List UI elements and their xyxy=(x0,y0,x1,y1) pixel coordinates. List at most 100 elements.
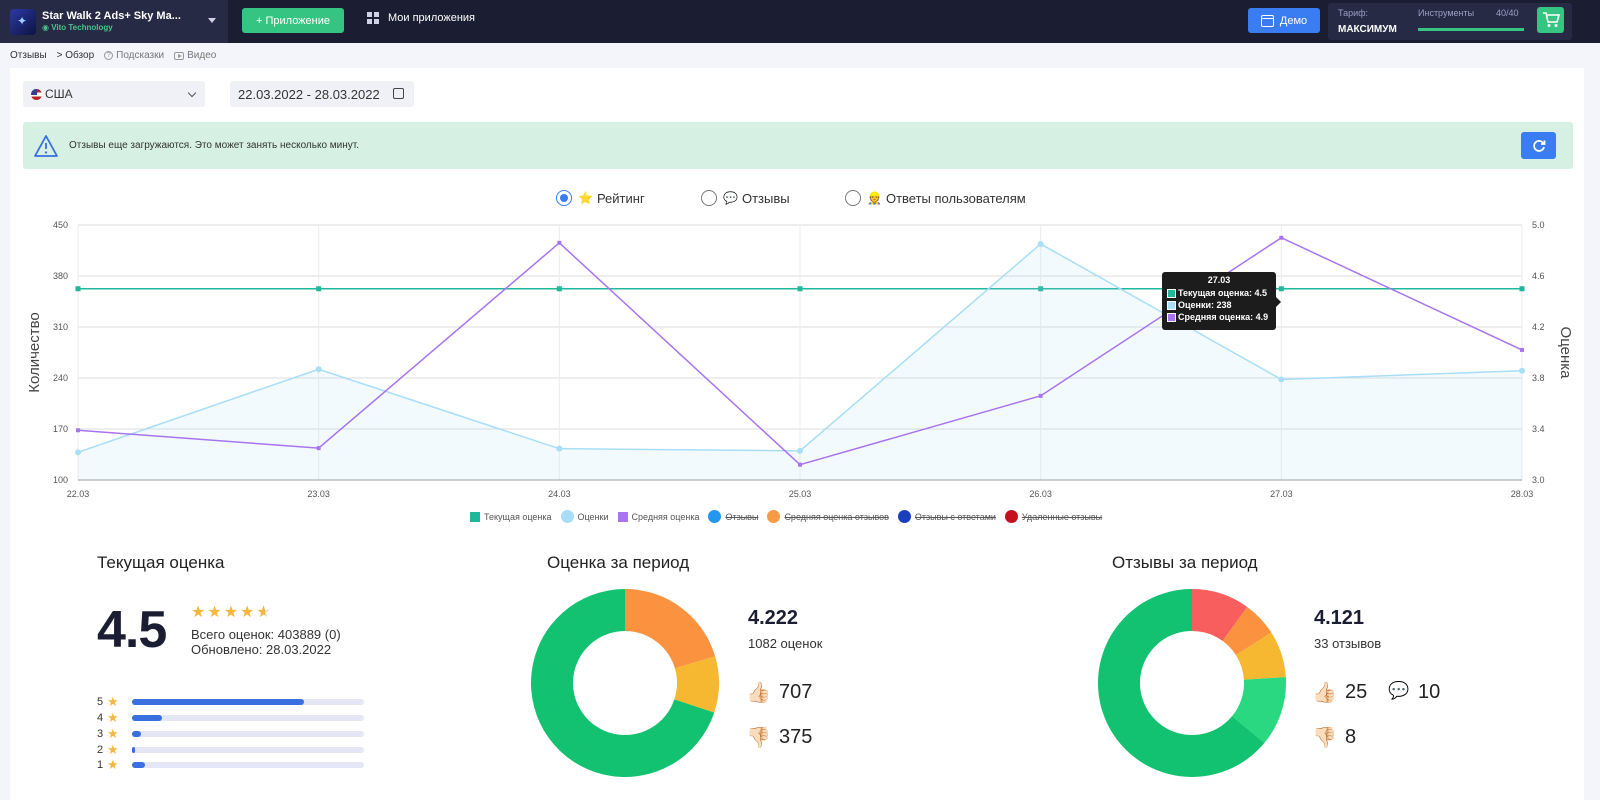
distribution-bar-fill xyxy=(132,715,163,721)
question-icon: ? xyxy=(104,51,114,60)
donut-slice xyxy=(1192,589,1248,641)
video-link[interactable]: Видео xyxy=(174,50,216,61)
radio-reviews[interactable]: 💬 Отзывы xyxy=(701,190,790,206)
star-icon: ★ xyxy=(207,604,224,621)
star-icon: ★ xyxy=(107,726,119,741)
us-flag-icon xyxy=(31,88,42,100)
app-selector[interactable]: Star Walk 2 Ads+ Sky Ma... ◉ Vito Techno… xyxy=(0,0,228,43)
alert-text: Отзывы еще загружаются. Это может занять… xyxy=(69,140,360,151)
date-range-picker[interactable]: 22.03.2022 - 28.03.2022 xyxy=(230,81,414,107)
demo-label: Демо xyxy=(1279,14,1308,27)
x-tick-label: 24.03 xyxy=(548,489,571,499)
country-select[interactable]: США xyxy=(23,81,205,107)
series-point xyxy=(315,366,322,373)
distribution-star-number: 4 xyxy=(97,712,104,724)
tooltip-row: Средняя оценка: 4.9 xyxy=(1167,312,1271,322)
radio-rating-label: Рейтинг xyxy=(596,190,645,206)
star-icon: ★ xyxy=(107,757,119,772)
legend-swatch xyxy=(470,511,480,522)
period-reviews-positive: 25 xyxy=(1345,681,1368,703)
legend-item[interactable]: Средняя оценка xyxy=(617,510,700,523)
radio-rating[interactable]: ⭐ Рейтинг xyxy=(556,190,645,206)
app-name: Star Walk 2 Ads+ Sky Ma... xyxy=(42,10,181,23)
half-star-icon: ★ xyxy=(256,602,272,622)
distribution-bar xyxy=(132,731,364,737)
period-reviews-value: 4.121 xyxy=(1314,607,1365,629)
y-tick-label: 100 xyxy=(53,475,68,485)
chart-mode-radios: ⭐ Рейтинг 💬 Отзывы 👷 Ответы пользователя… xyxy=(0,190,1600,210)
cart-button[interactable] xyxy=(1537,7,1564,33)
series-point xyxy=(556,445,563,452)
tariff-value: МАКСИМУМ xyxy=(1338,24,1397,35)
thumbs-up-icon: 👍🏻 xyxy=(746,682,771,704)
donut-slice xyxy=(674,656,719,713)
x-tick-label: 25.03 xyxy=(789,489,812,499)
tooltip-row: Текущая оценка: 4.5 xyxy=(1167,288,1271,298)
grid-icon xyxy=(367,12,379,24)
add-app-button[interactable]: + Приложение xyxy=(242,8,344,33)
tools-progress-bar xyxy=(1418,28,1524,31)
legend-swatch xyxy=(897,510,911,523)
chart-tooltip: 27.03 Текущая оценка: 4.5 Оценки: 238 Ср… xyxy=(1162,272,1281,330)
y-tick-label: 240 xyxy=(53,373,68,383)
current-rating-value: 4.5 xyxy=(97,601,167,659)
legend-item[interactable]: Отзывы с ответами xyxy=(897,510,996,523)
y2-tick-label: 3.0 xyxy=(1532,475,1545,485)
distribution-bar xyxy=(132,715,364,721)
demo-button[interactable]: Демо xyxy=(1248,8,1320,33)
star-icon: ⭐ xyxy=(578,191,593,205)
radio-dot[interactable] xyxy=(845,190,861,206)
legend-item[interactable]: Средняя оценка отзывов xyxy=(767,510,889,523)
distribution-bar xyxy=(132,747,364,753)
hints-link[interactable]: ? Подсказки xyxy=(104,50,164,61)
y-tick-label: 380 xyxy=(53,271,68,281)
radio-dot[interactable] xyxy=(701,190,717,206)
cart-icon xyxy=(1542,12,1560,27)
legend-item[interactable]: Текущая оценка xyxy=(470,510,552,523)
radio-user-answers[interactable]: 👷 Ответы пользователям xyxy=(845,190,1026,206)
distribution-star-number: 1 xyxy=(97,759,104,771)
refresh-button[interactable] xyxy=(1521,132,1556,159)
play-icon xyxy=(174,51,185,60)
y-axis-label: Количество xyxy=(26,312,43,393)
x-tick-label: 27.03 xyxy=(1270,489,1293,499)
main-panel xyxy=(10,68,1584,800)
legend-swatch xyxy=(1004,510,1018,523)
series-point xyxy=(75,286,81,292)
radio-user-answers-label: Ответы пользователям xyxy=(885,190,1026,206)
top-bar: Star Walk 2 Ads+ Sky Ma... ◉ Vito Techno… xyxy=(0,0,1600,43)
chevron-down-icon xyxy=(187,88,197,98)
distribution-bar-fill xyxy=(132,699,304,705)
distribution-star-number: 3 xyxy=(97,728,104,740)
my-apps-link[interactable]: Мои приложения xyxy=(367,12,475,24)
updated-date: Обновлено: 28.03.2022 xyxy=(191,642,332,657)
calendar-icon xyxy=(393,88,404,99)
star-icon: ★ xyxy=(191,604,208,621)
legend-label: Отзывы xyxy=(725,511,759,522)
legend-label: Оценки xyxy=(577,511,609,522)
legend-swatch xyxy=(767,510,781,523)
y2-tick-label: 3.8 xyxy=(1532,373,1545,383)
period-rating-donut xyxy=(531,589,719,777)
support-agent-icon: 👷 xyxy=(867,191,882,205)
legend-item[interactable]: Отзывы xyxy=(708,510,758,523)
calendar-icon xyxy=(1260,14,1274,27)
period-reviews-comments: 10 xyxy=(1418,681,1441,703)
thumbs-down-icon: 👎🏻 xyxy=(1312,727,1337,749)
donut-slice xyxy=(1232,677,1286,743)
radio-dot[interactable] xyxy=(556,190,572,206)
distribution-bar-fill xyxy=(132,762,145,768)
legend-item[interactable]: Оценки xyxy=(560,510,609,523)
legend-item[interactable]: Удаленные отзывы xyxy=(1004,510,1103,523)
breadcrumb-root[interactable]: Отзывы xyxy=(10,50,47,61)
series-point xyxy=(797,286,803,292)
star-icon: ★ xyxy=(240,604,257,621)
legend-label: Удаленные отзывы xyxy=(1021,511,1103,522)
series-point xyxy=(1038,393,1043,398)
distribution-row: 2 ★ xyxy=(97,742,364,757)
star-icon: ★ xyxy=(223,604,241,621)
period-reviews-negative: 8 xyxy=(1345,726,1357,748)
legend-swatch xyxy=(617,511,628,522)
series-area xyxy=(78,243,1522,480)
legend-label: Средняя оценка xyxy=(631,511,700,522)
